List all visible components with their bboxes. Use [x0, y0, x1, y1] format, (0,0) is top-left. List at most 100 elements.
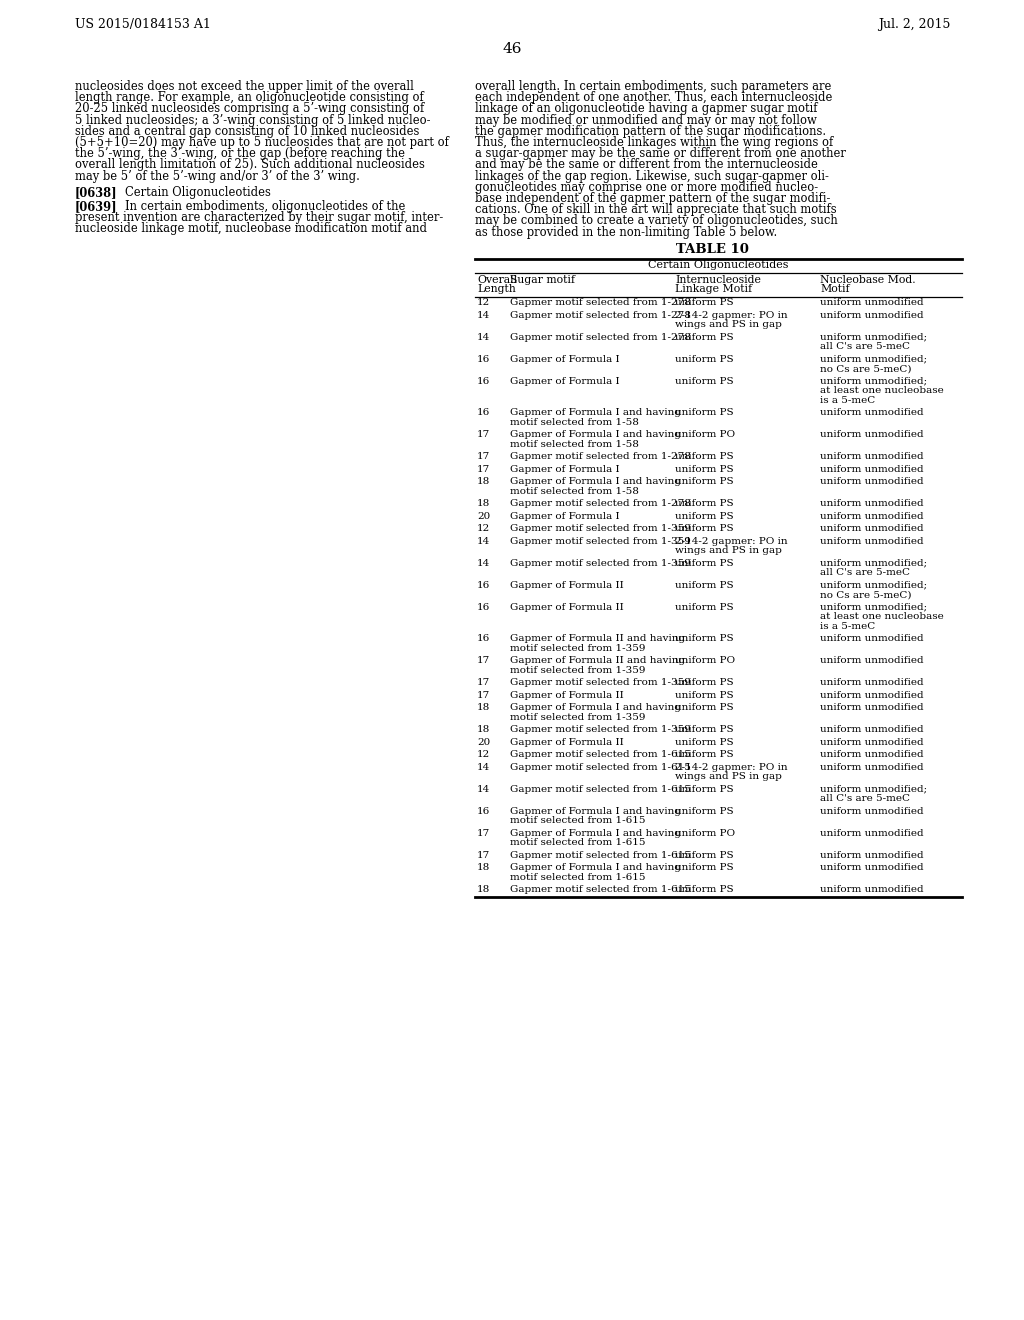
Text: uniform unmodified;: uniform unmodified; — [820, 785, 927, 793]
Text: Gapmer motif selected from 1-615: Gapmer motif selected from 1-615 — [510, 851, 691, 859]
Text: uniform PS: uniform PS — [675, 738, 733, 747]
Text: uniform unmodified: uniform unmodified — [820, 478, 924, 486]
Text: uniform unmodified: uniform unmodified — [820, 465, 924, 474]
Text: uniform PS: uniform PS — [675, 499, 733, 508]
Text: uniform PS: uniform PS — [675, 478, 733, 486]
Text: uniform unmodified: uniform unmodified — [820, 453, 924, 461]
Text: 2-14-2 gapmer: PO in: 2-14-2 gapmer: PO in — [675, 537, 787, 545]
Text: gonucleotides may comprise one or more modified nucleo-: gonucleotides may comprise one or more m… — [475, 181, 818, 194]
Text: Certain Oligonucleotides: Certain Oligonucleotides — [125, 186, 271, 199]
Text: uniform PS: uniform PS — [675, 524, 733, 533]
Text: 12: 12 — [477, 524, 490, 533]
Text: at least one nucleobase: at least one nucleobase — [820, 387, 944, 395]
Text: 2-14-2 gapmer: PO in: 2-14-2 gapmer: PO in — [675, 310, 787, 319]
Text: uniform PS: uniform PS — [675, 333, 733, 342]
Text: Sugar motif: Sugar motif — [510, 275, 575, 285]
Text: uniform PO: uniform PO — [675, 430, 735, 440]
Text: present invention are characterized by their sugar motif, inter-: present invention are characterized by t… — [75, 211, 443, 224]
Text: uniform unmodified: uniform unmodified — [820, 829, 924, 838]
Text: wings and PS in gap: wings and PS in gap — [675, 546, 782, 556]
Text: [0638]: [0638] — [75, 186, 118, 199]
Text: uniform unmodified: uniform unmodified — [820, 704, 924, 713]
Text: 18: 18 — [477, 886, 490, 895]
Text: wings and PS in gap: wings and PS in gap — [675, 772, 782, 781]
Text: uniform unmodified: uniform unmodified — [820, 499, 924, 508]
Text: 16: 16 — [477, 581, 490, 590]
Text: may be modified or unmodified and may or may not follow: may be modified or unmodified and may or… — [475, 114, 817, 127]
Text: uniform PS: uniform PS — [675, 355, 733, 364]
Text: Gapmer motif selected from 1-359: Gapmer motif selected from 1-359 — [510, 725, 691, 734]
Text: a sugar-gapmer may be the same or different from one another: a sugar-gapmer may be the same or differ… — [475, 148, 846, 160]
Text: Gapmer of Formula II: Gapmer of Formula II — [510, 690, 624, 700]
Text: Overall: Overall — [477, 275, 517, 285]
Text: 17: 17 — [477, 690, 490, 700]
Text: uniform PS: uniform PS — [675, 704, 733, 713]
Text: length range. For example, an oligonucleotide consisting of: length range. For example, an oligonucle… — [75, 91, 424, 104]
Text: no Cs are 5-meC): no Cs are 5-meC) — [820, 590, 911, 599]
Text: 14: 14 — [477, 310, 490, 319]
Text: uniform PS: uniform PS — [675, 558, 733, 568]
Text: 16: 16 — [477, 376, 490, 385]
Text: as those provided in the non-limiting Table 5 below.: as those provided in the non-limiting Ta… — [475, 226, 777, 239]
Text: uniform PS: uniform PS — [675, 678, 733, 688]
Text: Gapmer motif selected from 1-359: Gapmer motif selected from 1-359 — [510, 524, 691, 533]
Text: In certain embodiments, oligonucleotides of the: In certain embodiments, oligonucleotides… — [125, 201, 406, 213]
Text: uniform unmodified: uniform unmodified — [820, 678, 924, 688]
Text: Thus, the internucleoside linkages within the wing regions of: Thus, the internucleoside linkages withi… — [475, 136, 834, 149]
Text: Gapmer of Formula I: Gapmer of Formula I — [510, 465, 620, 474]
Text: 16: 16 — [477, 603, 490, 611]
Text: is a 5-meC: is a 5-meC — [820, 622, 876, 631]
Text: motif selected from 1-359: motif selected from 1-359 — [510, 644, 645, 653]
Text: at least one nucleobase: at least one nucleobase — [820, 612, 944, 622]
Text: uniform unmodified: uniform unmodified — [820, 408, 924, 417]
Text: Gapmer motif selected from 1-278: Gapmer motif selected from 1-278 — [510, 298, 691, 308]
Text: uniform PS: uniform PS — [675, 512, 733, 521]
Text: Gapmer motif selected from 1-359: Gapmer motif selected from 1-359 — [510, 678, 691, 688]
Text: Gapmer of Formula I and having: Gapmer of Formula I and having — [510, 478, 681, 486]
Text: 12: 12 — [477, 298, 490, 308]
Text: Gapmer motif selected from 1-278: Gapmer motif selected from 1-278 — [510, 333, 691, 342]
Text: 5 linked nucleosides; a 3’-wing consisting of 5 linked nucleo-: 5 linked nucleosides; a 3’-wing consisti… — [75, 114, 430, 127]
Text: 17: 17 — [477, 453, 490, 461]
Text: 17: 17 — [477, 851, 490, 859]
Text: 17: 17 — [477, 678, 490, 688]
Text: motif selected from 1-58: motif selected from 1-58 — [510, 487, 639, 496]
Text: Gapmer of Formula I and having: Gapmer of Formula I and having — [510, 863, 681, 873]
Text: Nucleobase Mod.: Nucleobase Mod. — [820, 275, 915, 285]
Text: overall length limitation of 25). Such additional nucleosides: overall length limitation of 25). Such a… — [75, 158, 425, 172]
Text: uniform unmodified: uniform unmodified — [820, 310, 924, 319]
Text: Gapmer of Formula I and having: Gapmer of Formula I and having — [510, 807, 681, 816]
Text: the 5’-wing, the 3’-wing, or the gap (before reaching the: the 5’-wing, the 3’-wing, or the gap (be… — [75, 148, 406, 160]
Text: nucleoside linkage motif, nucleobase modification motif and: nucleoside linkage motif, nucleobase mod… — [75, 222, 427, 235]
Text: 14: 14 — [477, 785, 490, 793]
Text: 18: 18 — [477, 499, 490, 508]
Text: Gapmer motif selected from 1-359: Gapmer motif selected from 1-359 — [510, 537, 691, 545]
Text: uniform PS: uniform PS — [675, 298, 733, 308]
Text: Gapmer motif selected from 1-615: Gapmer motif selected from 1-615 — [510, 785, 691, 793]
Text: Gapmer of Formula I and having: Gapmer of Formula I and having — [510, 829, 681, 838]
Text: uniform PS: uniform PS — [675, 581, 733, 590]
Text: no Cs are 5-meC): no Cs are 5-meC) — [820, 364, 911, 374]
Text: uniform PS: uniform PS — [675, 851, 733, 859]
Text: Gapmer of Formula I: Gapmer of Formula I — [510, 355, 620, 364]
Text: 2-14-2 gapmer: PO in: 2-14-2 gapmer: PO in — [675, 763, 787, 772]
Text: uniform unmodified;: uniform unmodified; — [820, 355, 927, 364]
Text: uniform PS: uniform PS — [675, 465, 733, 474]
Text: uniform unmodified: uniform unmodified — [820, 886, 924, 895]
Text: 16: 16 — [477, 635, 490, 643]
Text: uniform unmodified;: uniform unmodified; — [820, 558, 927, 568]
Text: uniform unmodified: uniform unmodified — [820, 725, 924, 734]
Text: 18: 18 — [477, 704, 490, 713]
Text: Gapmer of Formula I and having: Gapmer of Formula I and having — [510, 430, 681, 440]
Text: Gapmer of Formula I: Gapmer of Formula I — [510, 512, 620, 521]
Text: uniform unmodified: uniform unmodified — [820, 863, 924, 873]
Text: motif selected from 1-359: motif selected from 1-359 — [510, 665, 645, 675]
Text: Internucleoside: Internucleoside — [675, 275, 761, 285]
Text: motif selected from 1-58: motif selected from 1-58 — [510, 418, 639, 426]
Text: linkage of an oligonucleotide having a gapmer sugar motif: linkage of an oligonucleotide having a g… — [475, 103, 817, 115]
Text: uniform unmodified: uniform unmodified — [820, 763, 924, 772]
Text: and may be the same or different from the internucleoside: and may be the same or different from th… — [475, 158, 818, 172]
Text: Gapmer of Formula II: Gapmer of Formula II — [510, 603, 624, 611]
Text: all C's are 5-meC: all C's are 5-meC — [820, 795, 910, 804]
Text: uniform unmodified;: uniform unmodified; — [820, 581, 927, 590]
